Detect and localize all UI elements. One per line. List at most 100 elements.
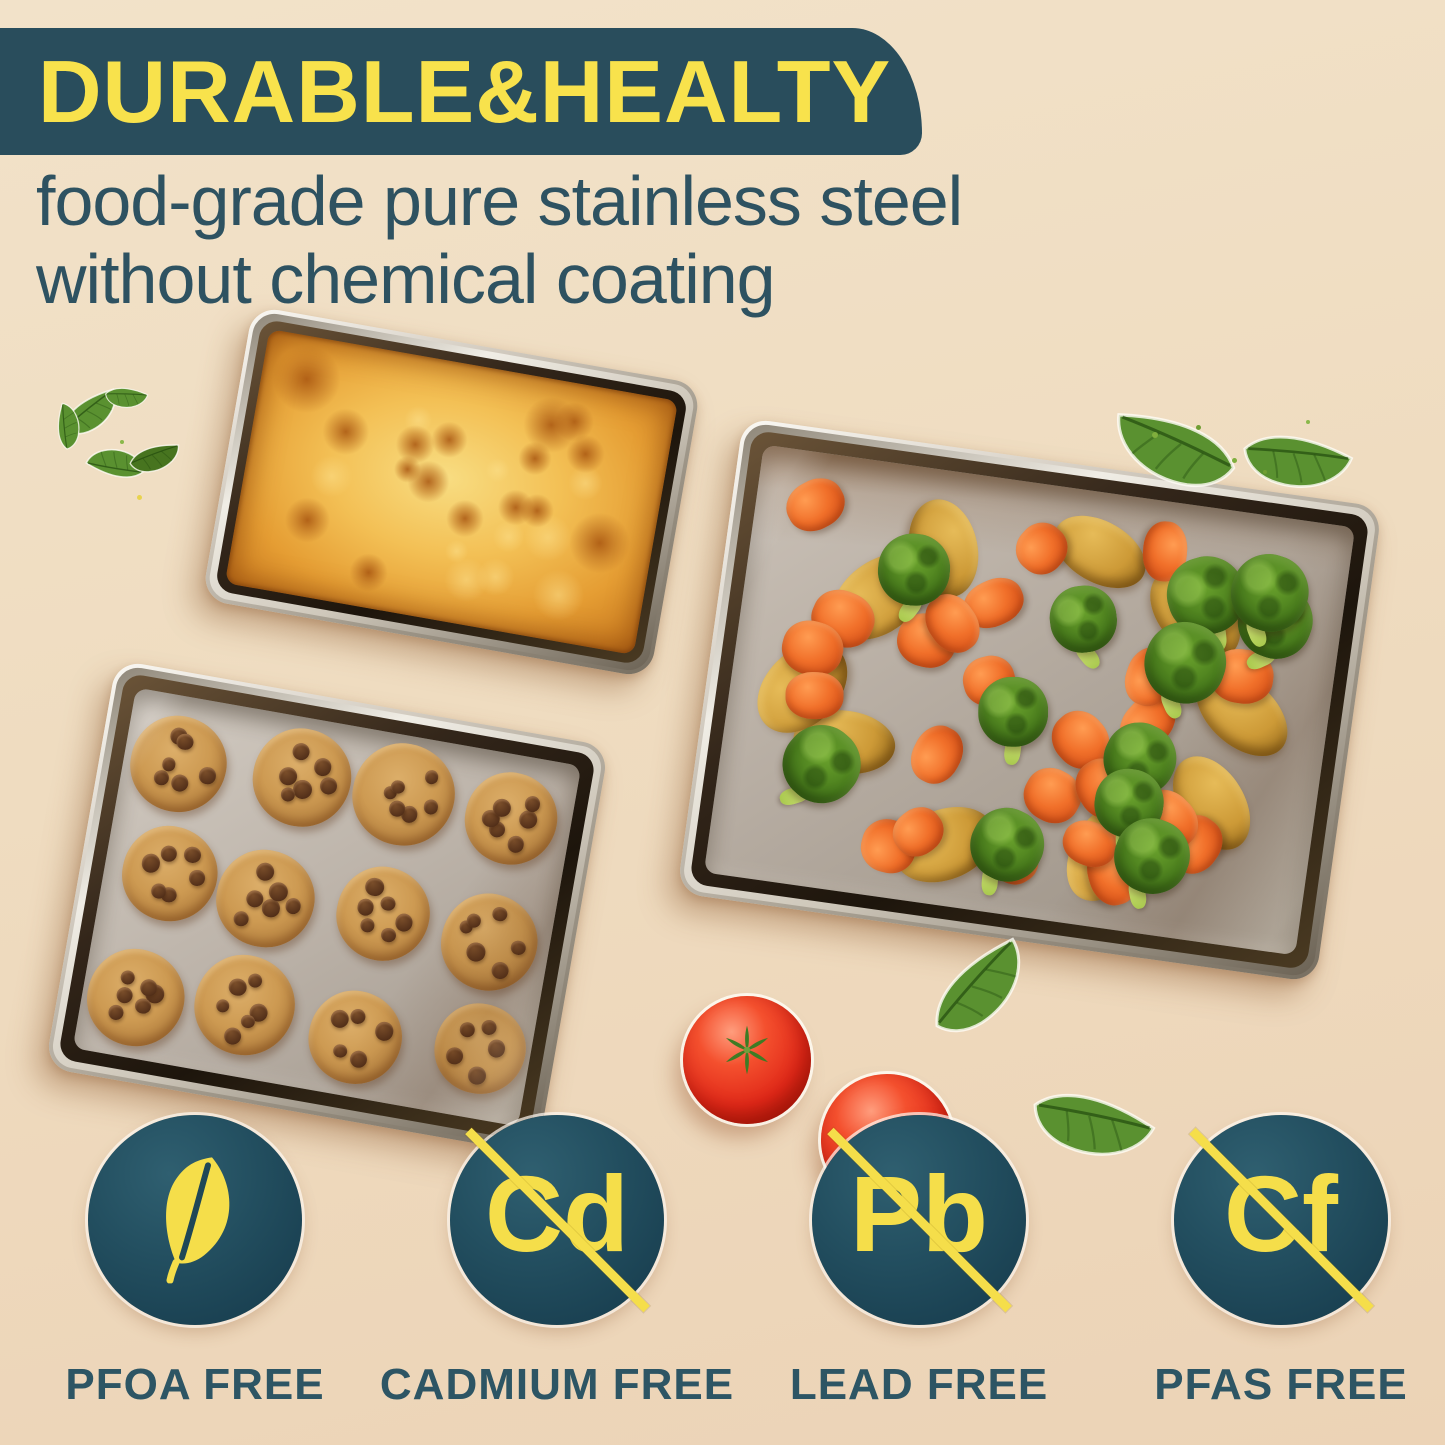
chocolate-chip xyxy=(175,732,195,752)
chocolate-chip xyxy=(444,1046,464,1066)
herb-crumb xyxy=(120,440,124,444)
carrot-slice xyxy=(778,468,854,540)
cookie xyxy=(115,819,225,929)
chocolate-chip xyxy=(188,869,206,887)
chocolate-chip xyxy=(152,768,171,787)
chocolate-chip xyxy=(170,773,190,793)
carrot-slice xyxy=(902,716,972,792)
chocolate-chip xyxy=(232,909,250,928)
badge-label-lead: LEAD FREE xyxy=(789,1360,1049,1409)
chocolate-chip xyxy=(291,778,314,801)
cookie xyxy=(244,720,360,835)
chocolate-chip xyxy=(119,969,136,986)
cookie xyxy=(79,941,193,1054)
page-title: DURABLE&HEALTY xyxy=(38,42,892,141)
broccoli-floret xyxy=(1045,581,1121,672)
chocolate-chip xyxy=(486,1038,507,1059)
badge-lead-free: Pb xyxy=(812,1115,1026,1325)
chocolate-chip xyxy=(312,757,333,778)
chocolate-chip xyxy=(491,905,509,923)
chocolate-chip xyxy=(465,941,487,963)
badge-pfoa-free xyxy=(88,1115,302,1325)
basil-leaf-icon xyxy=(126,440,184,477)
basil-leaf-icon xyxy=(82,439,149,489)
chocolate-chip xyxy=(246,972,264,990)
chocolate-chip xyxy=(363,876,386,898)
cookie xyxy=(344,735,463,854)
chocolate-chip xyxy=(373,1020,395,1043)
roasted-vegetables xyxy=(703,444,1356,956)
badge-label-pfas: PFAS FREE xyxy=(1154,1360,1408,1409)
chocolate-chip xyxy=(222,1025,243,1046)
cookie xyxy=(301,983,410,1092)
chocolate-chip xyxy=(255,860,277,882)
chocolate-chip xyxy=(284,897,303,916)
basil-leaf-icon xyxy=(53,401,82,451)
chocolate-chip xyxy=(348,1048,369,1069)
chocolate-chip xyxy=(329,1008,351,1030)
chocolate-chip xyxy=(290,741,311,762)
cookie xyxy=(458,765,565,872)
badge-cadmium-free: Cd xyxy=(450,1115,664,1325)
chocolate-chip xyxy=(197,766,217,786)
chocolate-chip-cookies xyxy=(72,687,582,1127)
chocolate-chip xyxy=(359,916,376,933)
herb-crumb xyxy=(1196,425,1201,430)
herb-crumb xyxy=(1152,432,1158,438)
herb-crumb xyxy=(1232,458,1237,463)
cookie xyxy=(186,947,303,1064)
basil-leaf-icon xyxy=(1020,1071,1161,1179)
subtitle-line-2: without chemical coating xyxy=(36,240,776,318)
chocolate-chip xyxy=(517,809,539,830)
herb-crumb xyxy=(137,495,142,500)
cookie xyxy=(208,841,323,956)
basil-leaf-icon xyxy=(102,382,150,414)
broccoli-floret xyxy=(978,676,1050,767)
chocolate-chip xyxy=(161,756,177,773)
badge-label-pfoa: PFOA FREE xyxy=(65,1360,325,1409)
chocolate-chip xyxy=(349,1007,367,1026)
cookie xyxy=(329,859,438,969)
basil-leaf-icon xyxy=(914,928,1047,1051)
chocolate-chip xyxy=(159,844,178,863)
badge-label-cadmium: CADMIUM FREE xyxy=(379,1360,735,1409)
cookie-sheet-pan xyxy=(44,659,610,1155)
tomato-calyx-icon xyxy=(725,1025,769,1075)
chocolate-chip xyxy=(394,912,415,933)
carrot-slice xyxy=(785,671,844,719)
broccoli-floret xyxy=(875,530,954,626)
chocolate-chip xyxy=(318,776,339,796)
chocolate-chip xyxy=(423,769,440,785)
subtitle-line-1: food-grade pure stainless steel xyxy=(36,162,963,240)
chocolate-chip xyxy=(466,1065,487,1086)
chocolate-chip xyxy=(480,1019,498,1037)
tomato xyxy=(683,996,811,1124)
cheese-casserole-pan xyxy=(201,305,702,679)
chocolate-chip xyxy=(107,1003,125,1021)
chocolate-chip xyxy=(458,1020,476,1038)
chocolate-chip xyxy=(182,845,202,864)
chocolate-chip xyxy=(215,998,231,1014)
chocolate-chip xyxy=(380,926,398,944)
chocolate-chip xyxy=(506,834,526,854)
herb-crumb xyxy=(1306,420,1310,424)
chocolate-chip xyxy=(379,895,397,913)
chocolate-chip xyxy=(422,798,439,816)
vegetable-sheet-pan xyxy=(676,417,1383,983)
leaf-icon xyxy=(166,1157,230,1284)
chocolate-chip xyxy=(279,786,296,803)
chocolate-chip xyxy=(332,1043,349,1060)
subtitle: food-grade pure stainless steel without … xyxy=(36,162,963,318)
chocolate-chip xyxy=(355,897,375,917)
chocolate-chip xyxy=(139,852,162,875)
herb-crumb xyxy=(1263,470,1267,474)
cookie xyxy=(427,996,533,1102)
header-banner: DURABLE&HEALTY xyxy=(0,28,922,155)
cookie xyxy=(433,886,546,998)
chocolate-chip xyxy=(510,939,528,957)
chocolate-chip xyxy=(227,976,249,998)
cookie xyxy=(122,708,235,820)
badge-pfas-free: Cf xyxy=(1174,1115,1388,1325)
chocolate-chip xyxy=(115,986,135,1005)
